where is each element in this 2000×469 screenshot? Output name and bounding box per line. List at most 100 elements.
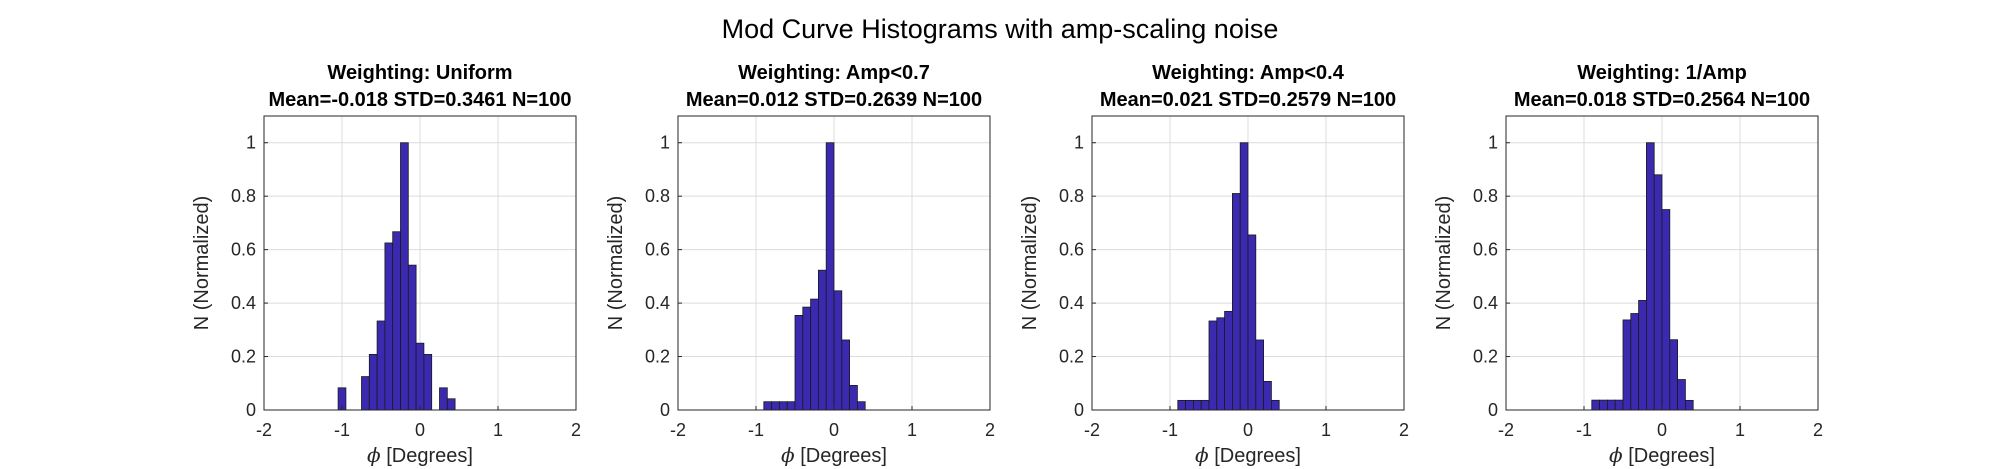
y-tick-label: 0.4 [1059,293,1084,313]
histogram-bar [1638,300,1647,411]
y-tick-label: 0.6 [1473,240,1498,260]
histogram-bar [1247,234,1257,411]
histogram-bar [368,354,378,411]
histogram-bar [779,401,788,411]
y-axis-label: N (Normalized) [1433,196,1455,330]
panel-title: Weighting: Amp<0.7 [738,62,930,84]
x-axis-label: ϕ [Degrees] [367,443,473,467]
histogram-bar [423,354,433,411]
y-tick-label: 0.2 [645,347,670,367]
y-tick-label: 0.8 [1473,186,1498,206]
histogram-bar [1208,320,1218,411]
x-axis-label: ϕ [Degrees] [1195,443,1301,467]
histogram-bar [1271,399,1280,411]
y-tick-label: 0.2 [231,347,256,367]
x-axis-label-text: [Degrees] [795,445,887,467]
histogram-bar [361,376,370,411]
x-tick-label: -2 [256,420,272,440]
histogram-bar [392,231,401,411]
panel-subtitle: Mean=0.012 STD=0.2639 N=100 [686,89,982,111]
y-axis-label: N (Normalized) [605,196,627,330]
histogram-bar [415,342,425,411]
x-axis-label-text: [Degrees] [381,445,473,467]
y-tick-label: 0 [246,400,256,420]
histogram-bar [1263,381,1272,411]
panel-title: Weighting: Uniform [327,62,512,84]
y-tick-label: 1 [1074,133,1084,153]
histogram-bar [802,306,811,411]
y-tick-label: 0.2 [1473,347,1498,367]
x-tick-label: 0 [415,420,425,440]
y-tick-label: 0.6 [231,240,256,260]
x-tick-label: -1 [334,420,350,440]
y-tick-label: 0.8 [231,186,256,206]
x-tick-label: 1 [493,420,503,440]
panel-subtitle: Mean=0.021 STD=0.2579 N=100 [1100,89,1396,111]
histogram-bar [1653,174,1663,411]
histogram-bar [1255,339,1265,411]
histogram-bar [1200,399,1210,411]
histogram-bar [1177,399,1187,411]
x-axis-label-text: [Degrees] [1209,445,1301,467]
y-axis-label: N (Normalized) [1019,196,1041,330]
histogram-bar [1677,379,1686,411]
x-axis-label: ϕ [Degrees] [1609,443,1715,467]
y-axis-label: N (Normalized) [191,196,213,330]
figure-title: Mod Curve Histograms with amp-scaling no… [722,14,1279,44]
y-tick-label: 0.4 [645,293,670,313]
histogram-bar [407,264,417,411]
histogram-bar [841,339,850,411]
panel-subtitle: Mean=-0.018 STD=0.3461 N=100 [269,89,572,111]
x-tick-label: 2 [1399,420,1409,440]
x-tick-label: 0 [829,420,839,440]
histogram-bar [1607,399,1616,411]
x-tick-label: 0 [1657,420,1667,440]
histogram-panel-3: Weighting: Amp<0.4 Mean=0.021 STD=0.2579 … [1019,62,1409,467]
x-tick-label: -1 [1162,420,1178,440]
panel-title: Weighting: 1/Amp [1577,62,1747,84]
histogram-bar [763,401,772,411]
x-tick-label: 1 [1321,420,1331,440]
histogram-bar [1239,142,1249,411]
x-tick-label: 1 [1735,420,1745,440]
histogram-panel-1: Weighting: Uniform Mean=-0.018 STD=0.3461… [191,62,581,467]
y-tick-label: 1 [1488,133,1498,153]
histogram-bar [833,290,843,411]
histogram-bar [857,401,866,411]
x-tick-label: -1 [748,420,764,440]
y-tick-label: 0 [1488,400,1498,420]
x-tick-label: 0 [1243,420,1253,440]
y-tick-label: 0.2 [1059,347,1084,367]
histogram-bar [446,398,456,411]
histogram-panel-2: Weighting: Amp<0.7 Mean=0.012 STD=0.2639 … [605,62,995,467]
y-tick-label: 0.6 [645,240,670,260]
y-tick-label: 1 [246,133,256,153]
x-axis-label-text: [Degrees] [1623,445,1715,467]
x-axis-label: ϕ [Degrees] [781,443,887,467]
histogram-bar [376,320,386,411]
histogram-bar [786,401,796,411]
panel-subtitle: Mean=0.018 STD=0.2564 N=100 [1514,89,1810,111]
histogram-bar [400,142,409,411]
x-axis-symbol: ϕ [367,443,381,467]
x-tick-label: 1 [907,420,917,440]
histogram-bar [1614,399,1624,411]
histogram-panels: Weighting: Uniform Mean=-0.018 STD=0.3461… [191,62,1823,467]
x-tick-label: 2 [985,420,995,440]
y-tick-label: 0 [1074,400,1084,420]
histogram-bar [849,385,858,411]
panel-title: Weighting: Amp<0.4 [1152,62,1345,84]
histogram-bar [1622,319,1632,411]
x-tick-label: -2 [1498,420,1514,440]
histogram-bar [818,269,827,411]
histogram-bar [1224,310,1233,411]
x-axis-symbol: ϕ [781,443,795,467]
histogram-bar [1216,317,1226,411]
y-tick-label: 0.8 [1059,186,1084,206]
x-axis-symbol: ϕ [1609,443,1623,467]
y-tick-label: 1 [660,133,670,153]
histogram-bar [1669,339,1679,411]
histogram-bar [1232,193,1241,411]
histogram-bar [1599,399,1608,411]
